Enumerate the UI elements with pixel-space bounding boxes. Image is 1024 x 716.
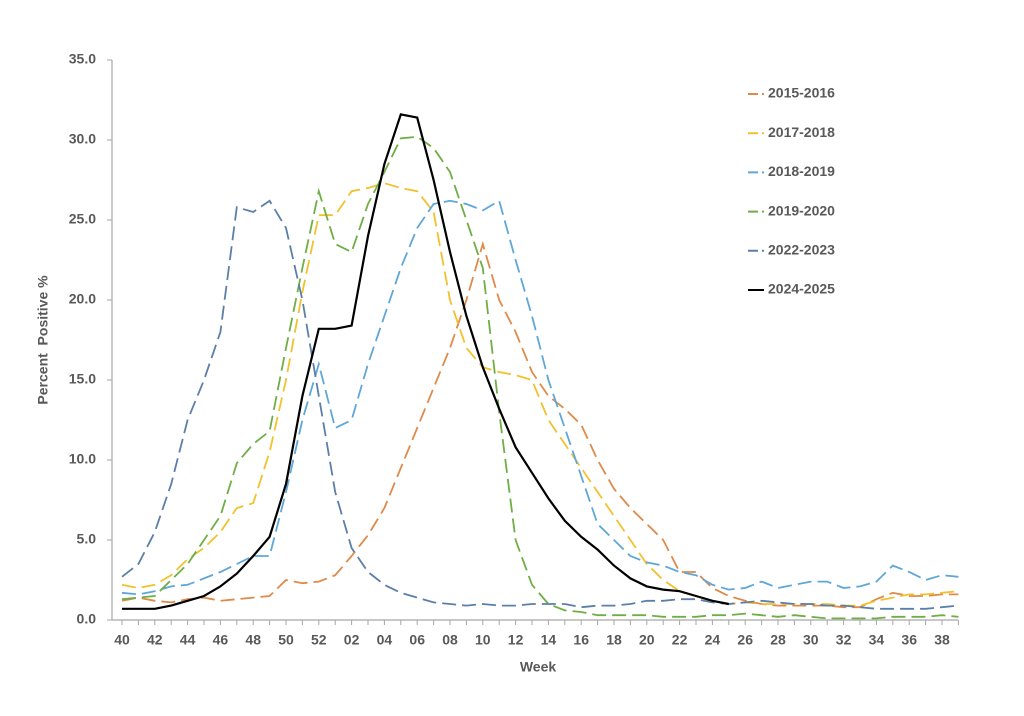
x-tick-label: 18: [606, 632, 622, 648]
legend-label: 2022-2023: [768, 242, 835, 258]
y-axis-label: Percent Positive %: [35, 275, 51, 405]
x-tick-label: 34: [869, 632, 885, 648]
legend-label: 2015-2016: [768, 85, 835, 101]
y-tick-label: 10.0: [69, 451, 96, 467]
legend-label: 2019-2020: [768, 202, 835, 218]
y-tick-label: 0.0: [77, 611, 97, 627]
x-tick-label: 30: [803, 632, 819, 648]
x-tick-label: 32: [836, 632, 852, 648]
legend-label: 2024-2025: [768, 281, 835, 297]
series-line: [121, 240, 959, 609]
x-tick-label: 52: [311, 632, 327, 648]
y-tick-label: 35.0: [69, 51, 96, 67]
series-line: [121, 135, 959, 620]
y-tick-label: 20.0: [69, 291, 96, 307]
x-tick-label: 16: [573, 632, 589, 648]
series-line: [121, 199, 959, 596]
x-tick-label: 40: [114, 632, 130, 648]
x-tick-label: 04: [377, 632, 393, 648]
x-tick-label: 12: [508, 632, 524, 648]
x-tick-label: 48: [245, 632, 261, 648]
x-tick-label: 10: [475, 632, 491, 648]
series-line: [121, 199, 959, 610]
x-tick-label: 50: [278, 632, 294, 648]
y-tick-label: 25.0: [69, 211, 96, 227]
x-tick-label: 24: [705, 632, 721, 648]
x-tick-label: 20: [639, 632, 655, 648]
y-tick-label: 15.0: [69, 371, 96, 387]
x-tick-label: 42: [147, 632, 163, 648]
x-tick-label: 38: [934, 632, 950, 648]
series-line: [122, 113, 730, 610]
x-axis-label: Week: [520, 659, 557, 675]
y-tick-label: 30.0: [69, 131, 96, 147]
x-tick-label: 02: [344, 632, 360, 648]
y-tick-label: 5.0: [77, 531, 97, 547]
x-tick-label: 08: [442, 632, 458, 648]
x-tick-label: 14: [541, 632, 557, 648]
legend-label: 2018-2019: [768, 163, 835, 179]
series-line: [121, 182, 959, 607]
x-tick-label: 06: [409, 632, 425, 648]
x-tick-label: 26: [737, 632, 753, 648]
x-tick-label: 44: [180, 632, 196, 648]
x-tick-label: 28: [770, 632, 786, 648]
x-tick-label: 46: [213, 632, 229, 648]
x-tick-label: 36: [901, 632, 917, 648]
x-tick-label: 22: [672, 632, 688, 648]
legend-label: 2017-2018: [768, 124, 835, 140]
